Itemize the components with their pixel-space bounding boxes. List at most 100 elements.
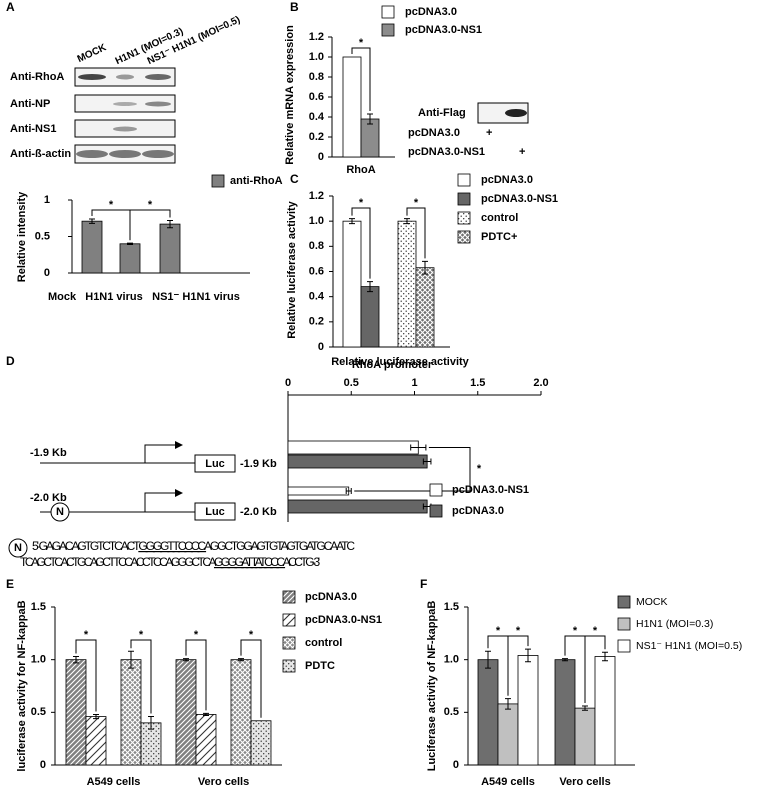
significance-mark: * <box>496 625 501 637</box>
legend-swatch <box>617 595 631 609</box>
bar <box>397 220 417 348</box>
legend-swatch <box>617 639 631 653</box>
bar <box>195 714 217 766</box>
error-bar <box>367 113 373 125</box>
significance-bracket <box>129 209 171 241</box>
row-label: pcDNA3.0-NS1 <box>408 146 485 158</box>
error-bar <box>89 218 95 224</box>
legend-label: H1N1 (MOI=0.3) <box>636 618 713 630</box>
error-bar <box>93 713 99 720</box>
bar <box>119 243 141 274</box>
y-tick-label: 0.5 <box>35 230 50 242</box>
sequence-line: TCAGCTCACTGCAGCTTCCACCTCCAGGGCTCAGGGGATT… <box>20 555 321 569</box>
row-mark: + <box>486 127 492 139</box>
blot-strip <box>477 102 529 124</box>
bar <box>517 655 539 766</box>
legend-label: pcDNA3.0-NS1 <box>305 614 382 626</box>
error-bar <box>422 260 428 275</box>
element-circle <box>50 502 70 522</box>
y-tick-label: 1.0 <box>309 51 324 63</box>
y-tick-label: 0 <box>44 267 50 279</box>
row-label: Anti-ß-actin <box>10 148 71 160</box>
y-tick-label: 0 <box>318 341 324 353</box>
reporter-label: Luc <box>205 458 225 470</box>
significance-mark: * <box>359 197 364 209</box>
bar <box>65 659 87 766</box>
x-tick-label: 0 <box>285 377 291 389</box>
panel-label: E <box>6 577 14 591</box>
y-tick-label: 0.6 <box>309 265 324 277</box>
x-tick-label: Vero cells <box>198 776 249 788</box>
error-bar <box>167 219 173 229</box>
promoter-arrow <box>144 441 183 463</box>
chart-title: Relative luciferase activity <box>331 356 469 368</box>
significance-mark: * <box>516 625 521 637</box>
y-tick-label: 1 <box>44 194 50 206</box>
legend-label: pcDNA3.0 <box>481 174 533 186</box>
y-tick-label: 0.2 <box>309 131 324 143</box>
row-label: pcDNA3.0 <box>408 127 460 139</box>
legend-label: control <box>481 212 518 224</box>
x-axis-label: RhoA promoter <box>352 359 433 371</box>
significance-mark: * <box>84 629 89 641</box>
bar <box>230 659 252 766</box>
band <box>76 150 108 158</box>
sequence-line: 5'-GAGACAGTGTCTCACTGGGGTTCCCCAGGCTGGAGTG… <box>32 539 355 553</box>
legend-label: PDTC <box>305 660 335 672</box>
bar <box>342 220 362 348</box>
error-bar <box>562 658 568 662</box>
y-tick-label: 0.4 <box>309 111 325 123</box>
significance-bracket <box>351 47 371 111</box>
legend-label: pcDNA3.0-NS1 <box>481 193 558 205</box>
error-bar <box>410 444 427 451</box>
band <box>113 126 137 132</box>
significance-bracket <box>351 207 371 279</box>
error-bar <box>582 705 588 711</box>
y-axis-label: Relative mRNA expression <box>284 25 296 165</box>
legend-label: pcDNA3.0 <box>305 591 357 603</box>
error-bar <box>367 281 373 293</box>
error-bar <box>422 458 432 465</box>
y-tick-label: 1.0 <box>444 654 459 666</box>
significance-mark: * <box>359 37 364 49</box>
bar <box>574 707 596 766</box>
band <box>113 102 137 106</box>
error-bar <box>148 716 154 730</box>
significance-mark: * <box>109 199 114 211</box>
row-label: Anti-RhoA <box>10 71 64 83</box>
panel-label: C <box>290 172 299 186</box>
sequence-part: TCAGCTCACTGCAGCTTCCACCTCCAGGGCTCA <box>20 555 216 569</box>
construct-label: -1.9 Kb <box>30 447 67 459</box>
blot-b: Anti-Flag pcDNA3.0 + pcDNA3.0-NS1 + <box>408 102 529 158</box>
bar <box>120 659 142 766</box>
significance-mark: * <box>249 629 254 641</box>
sequence-part: ACCTG-3' <box>283 555 321 569</box>
significance-mark: * <box>573 625 578 637</box>
reporter-label: Luc <box>205 506 225 518</box>
row-label: Anti-NS1 <box>10 123 56 135</box>
row-mark: + <box>519 146 525 158</box>
significance-mark: * <box>477 463 482 475</box>
bar <box>497 703 519 766</box>
legend-swatch <box>282 636 296 650</box>
bar <box>175 659 197 766</box>
bar <box>477 659 499 766</box>
error-bar <box>127 242 133 246</box>
reporter-box <box>194 454 236 473</box>
legend-swatch <box>429 483 443 497</box>
bar <box>554 659 576 766</box>
legend-swatch <box>457 230 471 244</box>
promoter-arrow <box>144 489 183 512</box>
x-tick-label: A549 cells <box>481 776 535 788</box>
legend-swatch <box>457 173 471 187</box>
significance-mark: * <box>194 629 199 641</box>
x-tick-label: 1 <box>411 377 417 389</box>
error-bar <box>183 658 189 662</box>
y-tick-label: 0 <box>40 759 46 771</box>
y-tick-label: 1.5 <box>444 601 459 613</box>
x-tick-label: 2.0 <box>533 377 548 389</box>
construct-diagram: -1.9 Kb Luc -2.0 Kb N Luc N 5'-GAGACAGTG… <box>8 441 355 569</box>
error-bar <box>73 656 79 664</box>
x-tick-label: H1N1 virus <box>85 291 142 303</box>
legend-swatch <box>617 617 631 631</box>
